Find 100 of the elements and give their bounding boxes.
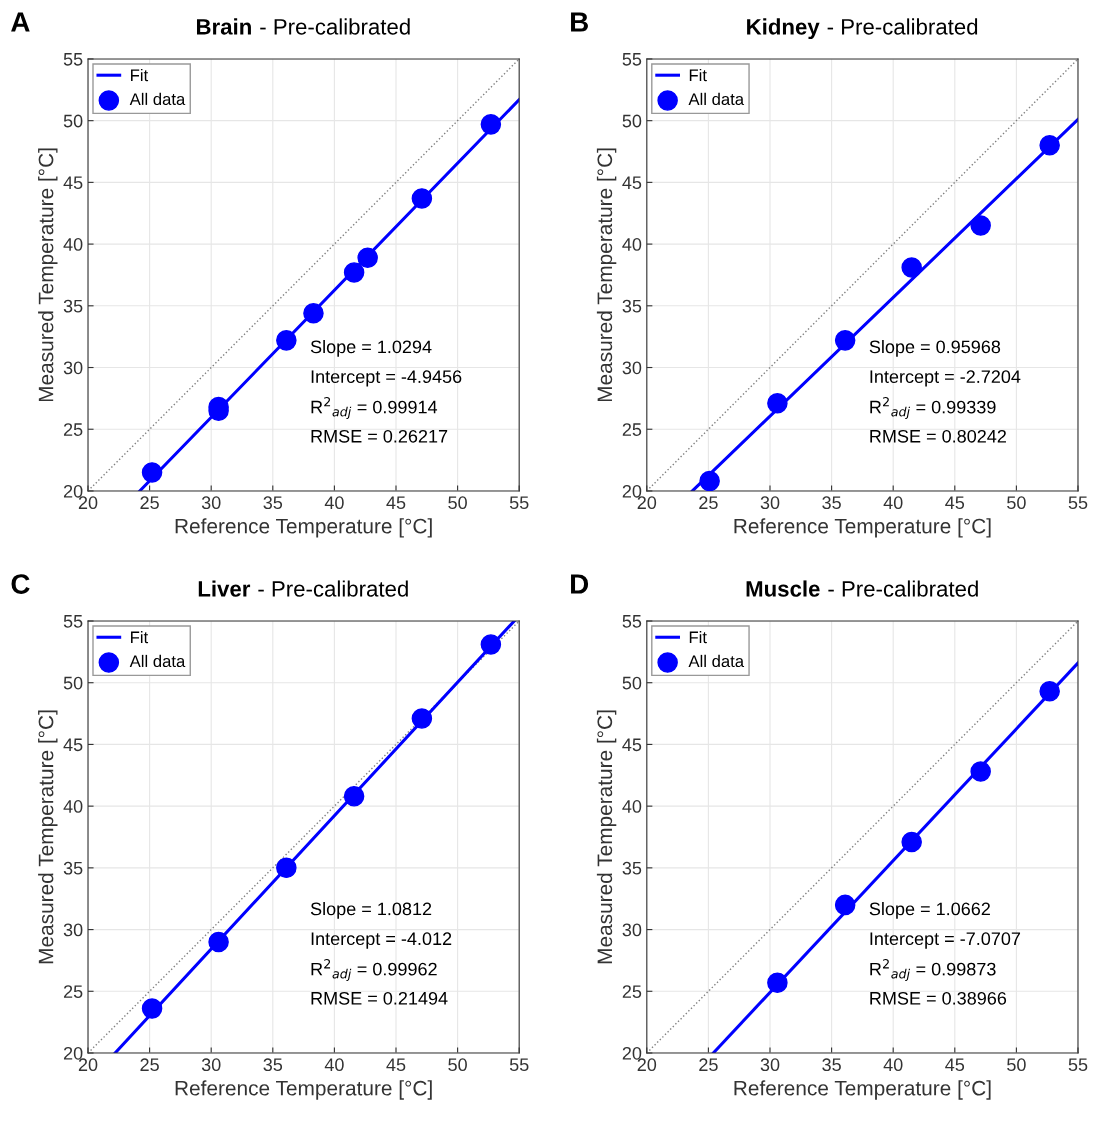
legend-label: All data: [688, 654, 745, 668]
y-tick-label: 50: [622, 676, 642, 690]
point: [411, 708, 433, 729]
y-tick-label: 45: [622, 176, 642, 190]
x-tick-label: 35: [822, 1058, 841, 1072]
x-tick-label: 55: [1068, 1058, 1088, 1072]
point: [480, 634, 502, 655]
point: [767, 972, 788, 993]
chart-title: Muscle: [746, 580, 820, 597]
x-axis-title: Reference Temperature [°C]: [734, 1080, 991, 1100]
annotation: R$^{2}$$_{adj}$ = 0.99962: [311, 959, 437, 981]
x-tick-label: 40: [883, 496, 903, 510]
legend-label: Fit: [689, 68, 707, 82]
y-axis-title: Measured Temperature [°C]: [38, 710, 58, 964]
point: [480, 114, 502, 135]
point: [901, 257, 922, 278]
y-tick-label: 30: [622, 923, 642, 937]
y-tick-label: 35: [622, 299, 642, 313]
chart-subtitle: - Pre-calibrated: [260, 18, 410, 35]
y-tick-label: 45: [622, 738, 642, 752]
x-tick-label: 50: [1007, 1058, 1026, 1072]
x-tick-label: 45: [945, 1058, 965, 1072]
x-tick-label: 50: [1007, 496, 1026, 510]
point: [1039, 135, 1060, 156]
text: B: [571, 12, 588, 32]
x-tick-label: 20: [637, 1058, 657, 1072]
y-tick-label: 40: [63, 800, 83, 813]
text: C: [11, 574, 30, 594]
point: [699, 470, 720, 491]
x-axis-title: Reference Temperature [°C]: [175, 518, 432, 538]
point: [303, 302, 324, 324]
point: [970, 215, 991, 236]
annotation: Intercept = -7.0707: [870, 932, 1021, 949]
chart-subtitle: - Pre-calibrated: [827, 18, 978, 35]
y-tick-label: 30: [63, 923, 83, 937]
y-tick-label: 45: [63, 738, 83, 752]
x-tick-label: 40: [324, 496, 344, 510]
point: [141, 998, 163, 1019]
y-tick-label: 20: [63, 484, 83, 498]
point: [834, 330, 856, 351]
y-tick-label: 30: [622, 361, 642, 375]
annotation: R$^{2}$$_{adj}$ = 0.99873: [870, 959, 996, 981]
chart-subtitle: - Pre-calibrated: [828, 580, 978, 597]
y-tick-label: 20: [622, 484, 642, 498]
annotation: RMSE = 0.26217: [311, 429, 448, 443]
point: [276, 857, 297, 879]
y-tick-label: 55: [622, 53, 642, 66]
x-tick-label: 40: [883, 1058, 903, 1072]
annotation: Intercept = -2.7204: [870, 370, 1021, 387]
annotation: Slope = 1.0662: [869, 902, 990, 919]
chart-subtitle: - Pre-calibrated: [258, 580, 408, 597]
x-tick-label: 30: [201, 496, 221, 510]
y-tick-label: 40: [622, 800, 642, 813]
annotation: RMSE = 0.21494: [311, 991, 448, 1005]
x-tick-label: 55: [509, 496, 529, 510]
point: [970, 761, 991, 782]
chart-title: Kidney: [747, 18, 820, 40]
x-tick-label: 25: [140, 496, 159, 510]
legend-label: Fit: [131, 631, 149, 644]
x-tick-label: 50: [448, 496, 467, 510]
x-tick-label: 35: [822, 496, 841, 510]
x-tick-label: 45: [386, 496, 406, 510]
y-tick-label: 40: [63, 238, 83, 251]
y-tick-label: 25: [63, 985, 83, 999]
x-tick-label: 20: [637, 496, 657, 510]
legend-label: All data: [129, 92, 186, 106]
y-tick-label: 50: [63, 114, 83, 128]
y-tick-label: 20: [63, 1046, 83, 1060]
y-tick-label: 25: [63, 423, 83, 436]
y-tick-label: 55: [622, 615, 642, 628]
annotation: Slope = 1.0294: [310, 339, 432, 357]
point: [276, 330, 297, 351]
point: [343, 262, 365, 283]
x-tick-label: 20: [78, 1058, 98, 1072]
legend-label: All data: [129, 654, 186, 668]
y-tick-label: 50: [622, 114, 642, 128]
x-tick-label: 30: [201, 1058, 221, 1072]
x-tick-label: 30: [760, 1058, 780, 1072]
x-tick-label: 20: [78, 496, 98, 510]
x-tick-label: 40: [324, 1058, 344, 1072]
x-tick-label: 55: [1068, 496, 1088, 510]
point: [411, 188, 433, 209]
chart-title: Liver: [198, 580, 251, 597]
y-tick-label: 40: [622, 238, 642, 251]
y-axis-title: Measured Temperature [°C]: [38, 148, 58, 402]
annotation: Slope = 0.95968: [869, 339, 1001, 357]
legend-label: All data: [688, 92, 745, 106]
y-axis-title: Measured Temperature [°C]: [596, 710, 617, 964]
x-tick-label: 50: [448, 1058, 467, 1072]
y-tick-label: 55: [63, 53, 83, 66]
y-axis-title: Measured Temperature [°C]: [596, 148, 617, 402]
x-tick-label: 35: [263, 496, 283, 510]
point: [343, 786, 365, 807]
annotation: Intercept = -4.9456: [311, 370, 462, 387]
legend-label: Fit: [131, 68, 149, 82]
x-tick-label: 55: [509, 1058, 529, 1072]
y-tick-label: 25: [622, 423, 642, 436]
y-tick-label: 35: [622, 861, 642, 875]
y-tick-label: 55: [63, 615, 83, 628]
text: D: [571, 574, 589, 594]
